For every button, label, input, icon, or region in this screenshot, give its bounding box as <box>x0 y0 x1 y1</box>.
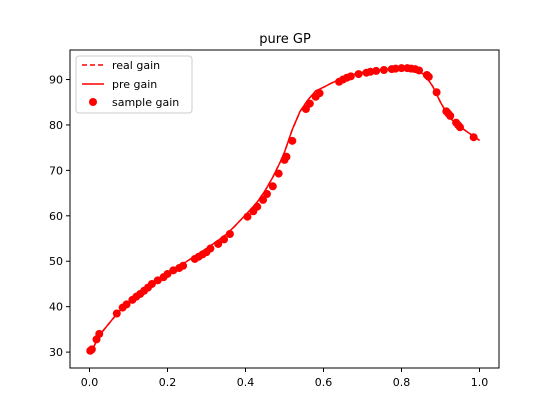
sample-gain-point <box>147 279 156 288</box>
axis-ticks: 0.0 0.2 0.4 0.6 0.8 1.0 30 40 50 60 70 80 90 <box>49 74 488 389</box>
sample-gain-point <box>415 66 424 75</box>
sample-gain-point <box>206 244 215 253</box>
sample-gain-point <box>243 212 252 221</box>
sample-gain-point <box>253 202 262 211</box>
sample-gain-point <box>268 182 277 191</box>
y-tick-label: 40 <box>49 301 63 314</box>
y-tick-label: 30 <box>49 346 63 359</box>
sample-gain-point <box>153 276 162 285</box>
legend-frame <box>75 55 193 114</box>
chart-title: pure GP <box>259 32 311 47</box>
y-tick-label: 70 <box>49 164 63 177</box>
sample-gain-point <box>456 123 464 132</box>
legend-label-sample-gain: sample gain <box>112 96 179 109</box>
sample-gain-point <box>379 65 388 74</box>
plot-area <box>86 64 480 355</box>
sample-gain-point <box>282 152 291 161</box>
sample-gain-point <box>354 70 363 79</box>
y-tick-label: 60 <box>49 210 63 223</box>
sample-gain-point <box>163 269 172 278</box>
sample-gain-point <box>469 133 478 142</box>
sample-gain-point <box>432 88 441 97</box>
sample-gain-point <box>259 195 268 204</box>
sample-gain-point <box>179 261 188 270</box>
sample-gain-point <box>346 72 355 81</box>
x-tick-label: 0.2 <box>159 376 177 389</box>
sample-gain-point <box>305 99 314 108</box>
x-tick-label: 0.0 <box>81 376 99 389</box>
x-tick-label: 1.0 <box>471 376 489 389</box>
axes-frame <box>69 49 500 369</box>
sample-gain-point <box>424 72 433 81</box>
sample-gain-point <box>95 329 104 338</box>
sample-gain-point <box>288 136 297 145</box>
sample-gain-point <box>446 111 455 120</box>
sample-gain-point <box>112 309 121 318</box>
legend-label-pre-gain: pre gain <box>112 78 157 91</box>
sample-gain-point <box>262 190 271 199</box>
sample-gain-point <box>391 64 400 73</box>
sample-gain-point <box>87 345 96 354</box>
legend-label-real-gain: real gain <box>112 59 160 72</box>
y-tick-label: 90 <box>49 74 63 87</box>
y-tick-label: 50 <box>49 255 63 268</box>
y-tick-label: 80 <box>49 119 63 132</box>
sample-gain-point <box>225 229 234 238</box>
sample-gain-point <box>274 169 283 178</box>
sample-gain-point <box>397 64 406 73</box>
legend: real gain pre gain sample gain <box>75 55 193 114</box>
legend-swatch-sample-gain <box>89 98 97 106</box>
sample-gain-point <box>315 89 324 98</box>
sample-gain-point <box>372 66 381 75</box>
x-tick-label: 0.4 <box>237 376 255 389</box>
sample-gain-point <box>122 300 131 309</box>
sample-gain-point <box>220 235 229 244</box>
x-tick-label: 0.8 <box>393 376 411 389</box>
sample-gain-point <box>366 67 375 76</box>
x-tick-label: 0.6 <box>315 376 333 389</box>
sample-gain-point <box>214 239 223 248</box>
